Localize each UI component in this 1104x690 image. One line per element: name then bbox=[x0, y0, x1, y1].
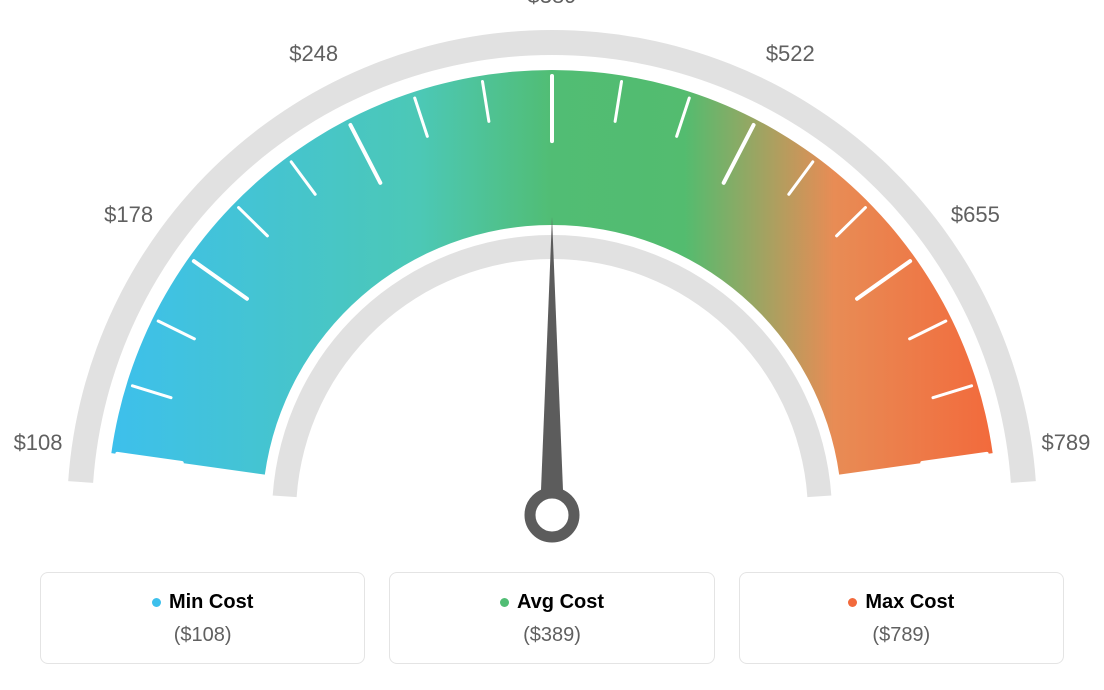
legend-value-avg: ($389) bbox=[400, 624, 703, 647]
cost-gauge: $108 $178 $248 $389 $522 $655 $789 bbox=[0, 0, 1104, 560]
tick-label: $248 bbox=[289, 41, 338, 67]
tick-label: $108 bbox=[14, 430, 63, 456]
dot-icon bbox=[500, 598, 509, 607]
tick-label: $655 bbox=[951, 202, 1000, 228]
legend-label-min: Min Cost bbox=[152, 591, 253, 614]
tick-label: $522 bbox=[766, 41, 815, 67]
tick-label: $789 bbox=[1041, 430, 1090, 456]
legend-item-min: Min Cost ($108) bbox=[40, 572, 365, 664]
dot-icon bbox=[152, 598, 161, 607]
legend-value-max: ($789) bbox=[750, 624, 1053, 647]
tick-label: $389 bbox=[528, 0, 577, 9]
legend-item-max: Max Cost ($789) bbox=[739, 572, 1064, 664]
legend-value-min: ($108) bbox=[51, 624, 354, 647]
legend-text-max: Max Cost bbox=[865, 591, 954, 614]
legend-text-avg: Avg Cost bbox=[517, 591, 604, 614]
legend-item-avg: Avg Cost ($389) bbox=[389, 572, 714, 664]
legend-label-avg: Avg Cost bbox=[500, 591, 604, 614]
dot-icon bbox=[848, 598, 857, 607]
legend-label-max: Max Cost bbox=[848, 591, 954, 614]
legend-text-min: Min Cost bbox=[169, 591, 253, 614]
tick-label: $178 bbox=[104, 202, 153, 228]
legend: Min Cost ($108) Avg Cost ($389) Max Cost… bbox=[40, 572, 1064, 664]
